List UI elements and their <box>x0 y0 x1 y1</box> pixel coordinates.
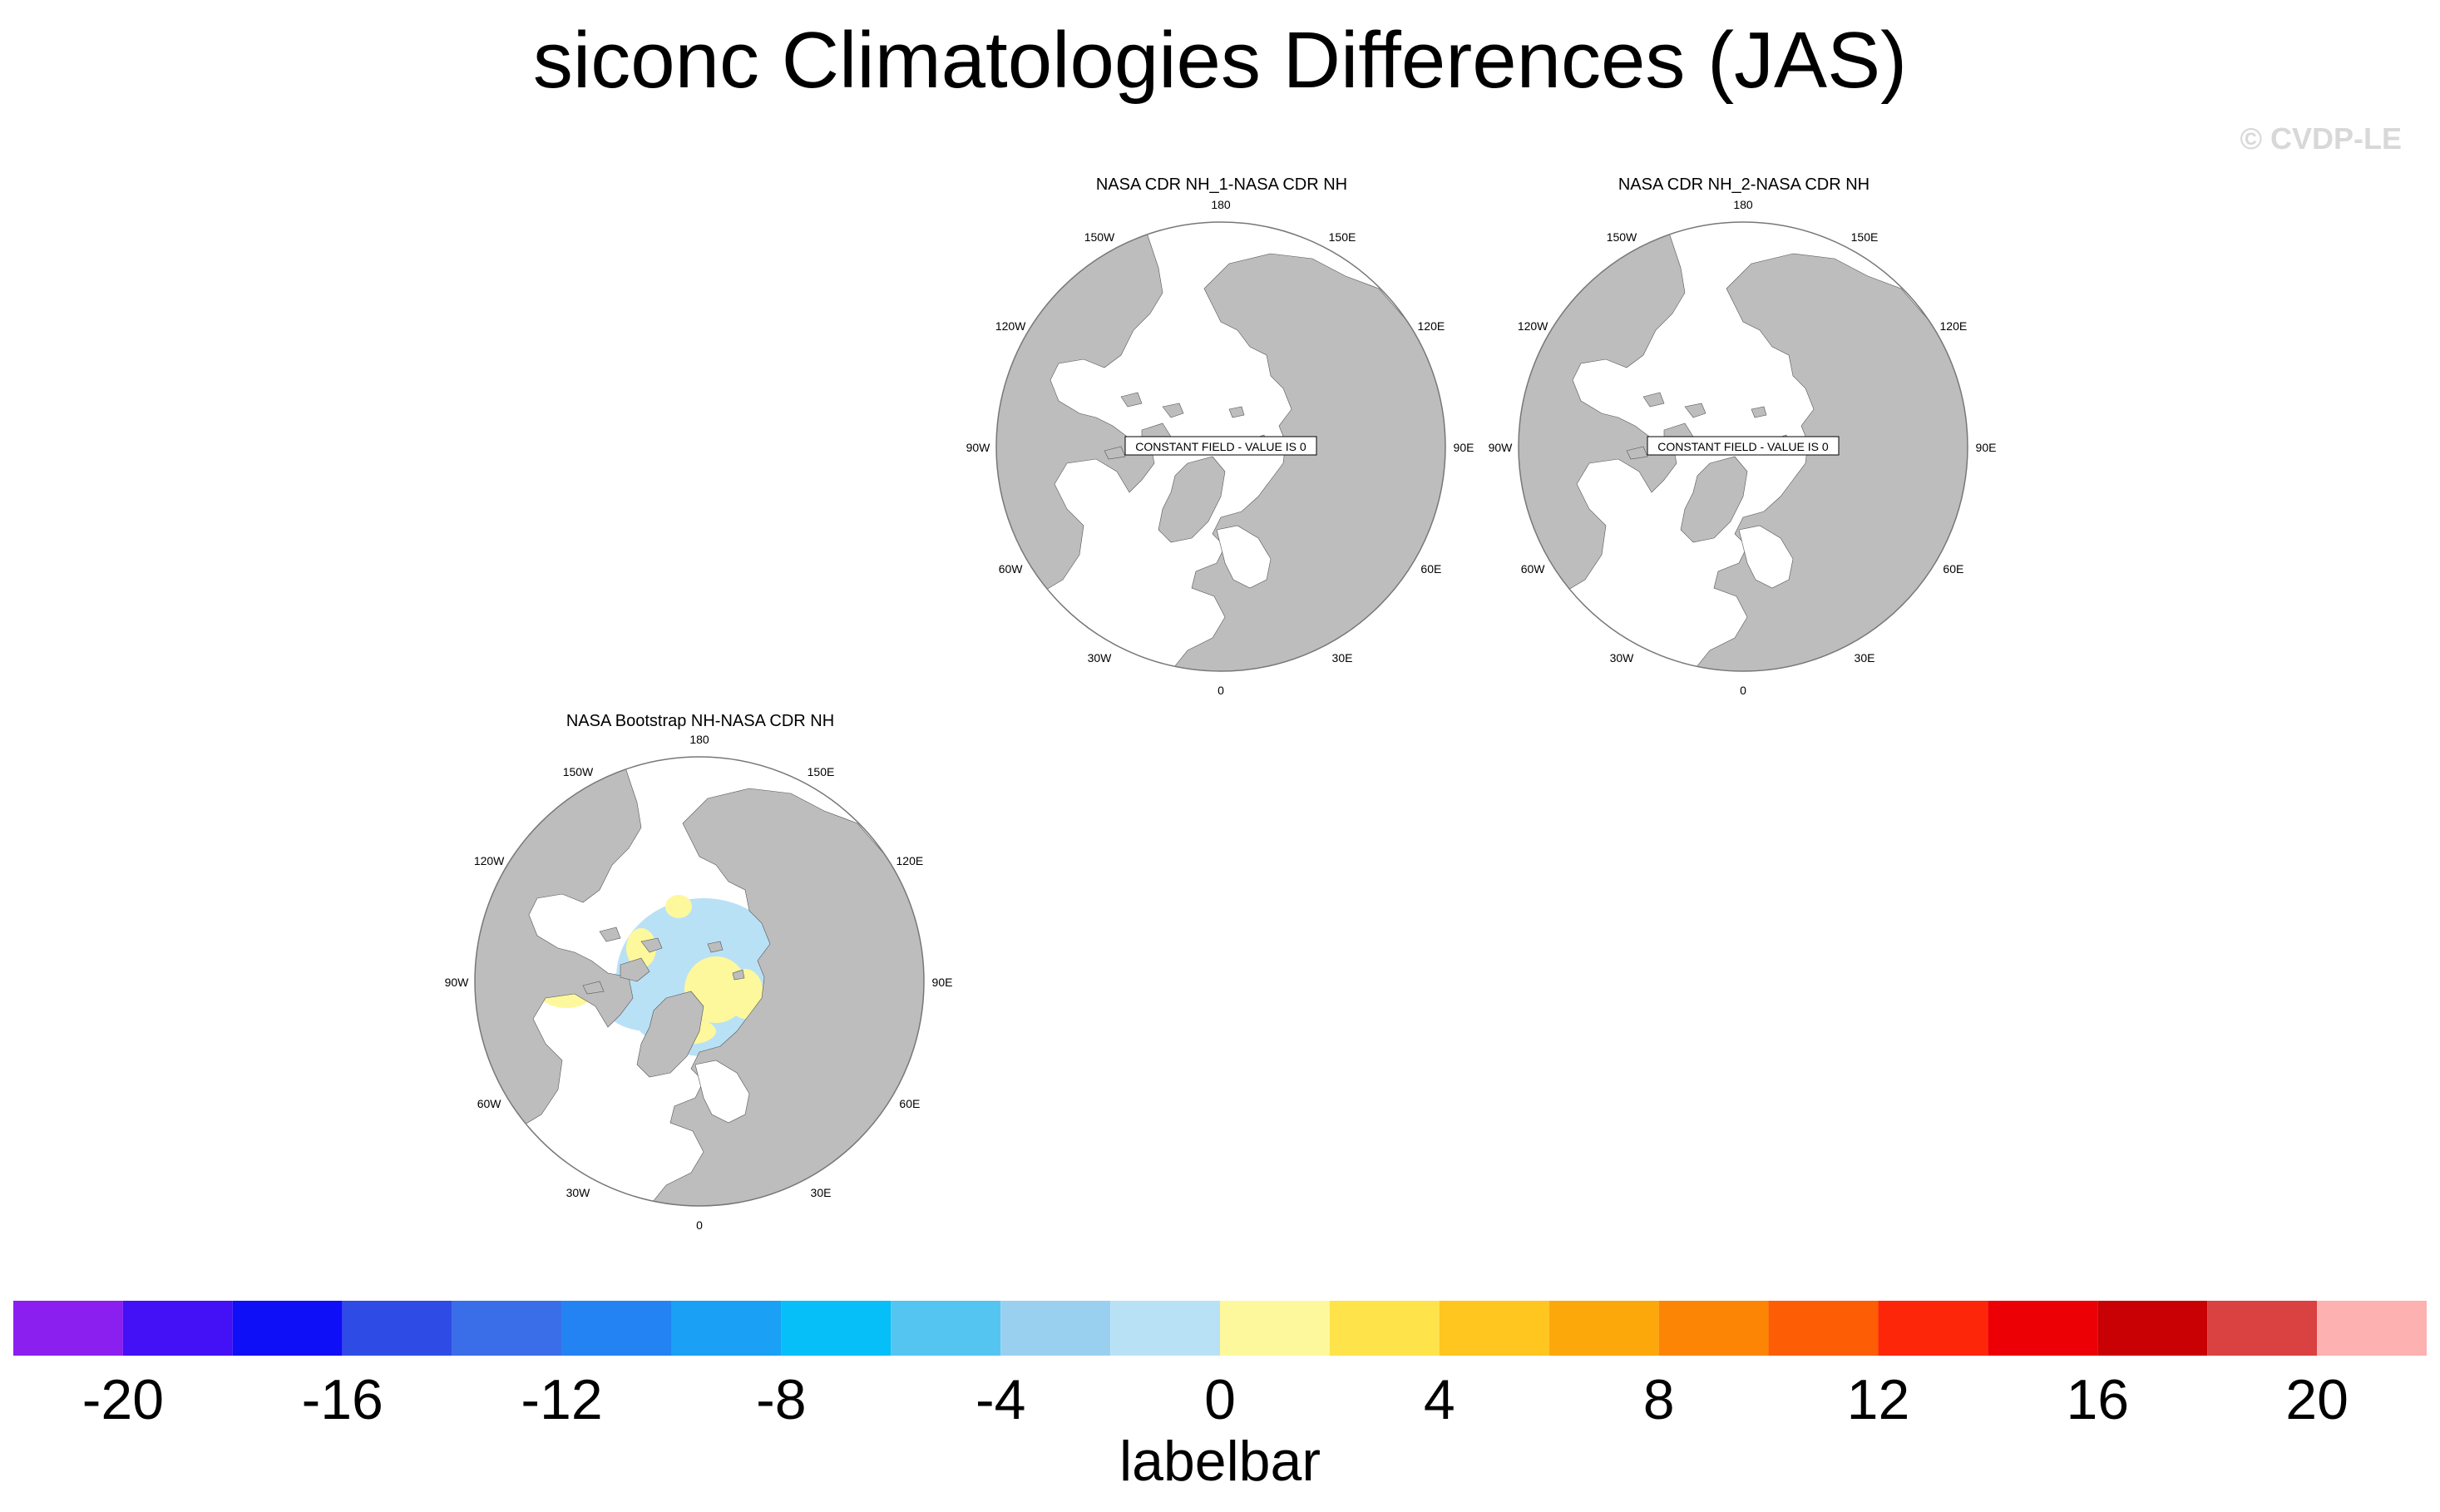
longitude-label: 120E <box>1940 319 1968 333</box>
colorbar-box <box>232 1301 343 1356</box>
colorbar-box <box>122 1301 233 1356</box>
colorbar-box <box>561 1301 672 1356</box>
constant-field-box <box>1647 436 1840 456</box>
longitude-label: 60E <box>899 1097 920 1110</box>
longitude-label: 180 <box>1211 198 1231 211</box>
colorbar-box <box>1658 1301 1769 1356</box>
constant-field-box <box>1124 436 1317 456</box>
polar-map: 180 150E 120E 90E 60E 30E 0 30W 60W 90W 120W 150W CO… <box>966 198 1474 697</box>
longitude-label: 60W <box>1521 562 1546 576</box>
colorbar-box <box>1110 1301 1220 1356</box>
colorbar-box <box>1768 1301 1879 1356</box>
longitude-label: 90W <box>1489 441 1514 454</box>
colorbar-tick-label: 0 <box>1204 1368 1236 1431</box>
colorbar-tick-label: 20 <box>2285 1368 2349 1431</box>
map-boundary <box>474 756 925 1207</box>
colorbar-box <box>1220 1301 1330 1356</box>
polar-map: 180 150E 120E 90E 60E 30E 0 30W 60W 90W 120W 150W CO… <box>1489 198 1997 697</box>
longitude-label: 0 <box>696 1218 703 1232</box>
longitude-label: 120W <box>474 854 505 867</box>
constant-field-label: CONSTANT FIELD - VALUE IS 0 <box>1135 440 1306 453</box>
longitude-label: 120W <box>995 319 1026 333</box>
longitude-label: 30W <box>566 1186 591 1199</box>
colorbar-tick-label: -8 <box>756 1368 806 1431</box>
longitude-label: 0 <box>1218 684 1224 697</box>
longitude-label: 30E <box>1332 651 1353 665</box>
colorbar-tick-label: -12 <box>521 1368 602 1431</box>
longitude-label: 120E <box>1418 319 1445 333</box>
colorbar-tick-label: 4 <box>1424 1368 1455 1431</box>
panel-title: NASA Bootstrap NH-NASA CDR NH <box>566 712 835 730</box>
panel-title: NASA CDR NH_1-NASA CDR NH <box>1095 175 1348 194</box>
longitude-label: 30W <box>1610 651 1635 665</box>
longitude-label: 150E <box>1851 230 1879 244</box>
colorbar-box <box>891 1301 1001 1356</box>
longitude-label: 90E <box>932 976 953 989</box>
colorbar: -20 -16 -12 -8 -4 0 4 8 12 16 20 labelbar <box>13 1301 2427 1493</box>
longitude-label: 30E <box>811 1186 832 1199</box>
constant-field-label: CONSTANT FIELD - VALUE IS 0 <box>1657 440 1829 453</box>
colorbar-box <box>13 1301 123 1356</box>
longitude-label: 60E <box>1943 562 1963 576</box>
longitude-label: 90W <box>966 441 991 454</box>
longitude-label: 180 <box>1733 198 1753 211</box>
colorbar-box <box>2097 1301 2208 1356</box>
longitude-label: 150W <box>563 765 594 778</box>
colorbar-box <box>2207 1301 2318 1356</box>
colorbar-tick-label: 8 <box>1643 1368 1675 1431</box>
figure-title: siconc Climatologies Differences (JAS) <box>532 16 1908 105</box>
longitude-label: 120E <box>896 854 924 867</box>
longitude-label: 60W <box>477 1097 502 1110</box>
longitude-label: 30W <box>1088 651 1113 665</box>
longitude-label: 90W <box>445 976 470 989</box>
map-boundary <box>1518 221 1968 672</box>
longitude-label: 0 <box>1740 684 1746 697</box>
copyright-text: © CVDP-LE <box>2240 121 2402 156</box>
colorbar-tick-label: -4 <box>976 1368 1025 1431</box>
colorbar-box <box>1878 1301 1988 1356</box>
longitude-label: 90E <box>1454 441 1474 454</box>
colorbar-box <box>1000 1301 1111 1356</box>
longitude-label: 150E <box>808 765 835 778</box>
longitude-label: 60W <box>999 562 1024 576</box>
colorbar-box <box>1548 1301 1659 1356</box>
longitude-label: 150W <box>1607 230 1637 244</box>
longitude-label: 30E <box>1855 651 1875 665</box>
longitude-label: 60E <box>1420 562 1441 576</box>
colorbar-tick-label: -20 <box>82 1368 164 1431</box>
longitude-label: 180 <box>689 733 709 746</box>
colorbar-tick-label: 16 <box>2066 1368 2129 1431</box>
colorbar-box <box>452 1301 562 1356</box>
colorbar-label: labelbar <box>1119 1430 1321 1493</box>
colorbar-box <box>1439 1301 1549 1356</box>
colorbar-tick-label: 12 <box>1847 1368 1910 1431</box>
colorbar-box <box>1329 1301 1440 1356</box>
colorbar-box <box>342 1301 452 1356</box>
colorbar-box <box>671 1301 782 1356</box>
polar-map: 180 150E 120E 90E 60E 30E 0 30W 60W 90W 120W 150W <box>445 733 953 1232</box>
map-boundary <box>995 221 1446 672</box>
longitude-label: 120W <box>1518 319 1548 333</box>
longitude-label: 150W <box>1084 230 1115 244</box>
longitude-label: 150E <box>1329 230 1356 244</box>
colorbar-box <box>2317 1301 2427 1356</box>
colorbar-box <box>781 1301 892 1356</box>
colorbar-box <box>1988 1301 2098 1356</box>
colorbar-tick-label: -16 <box>302 1368 383 1431</box>
panel-title: NASA CDR NH_2-NASA CDR NH <box>1618 175 1870 194</box>
longitude-label: 90E <box>1976 441 1997 454</box>
